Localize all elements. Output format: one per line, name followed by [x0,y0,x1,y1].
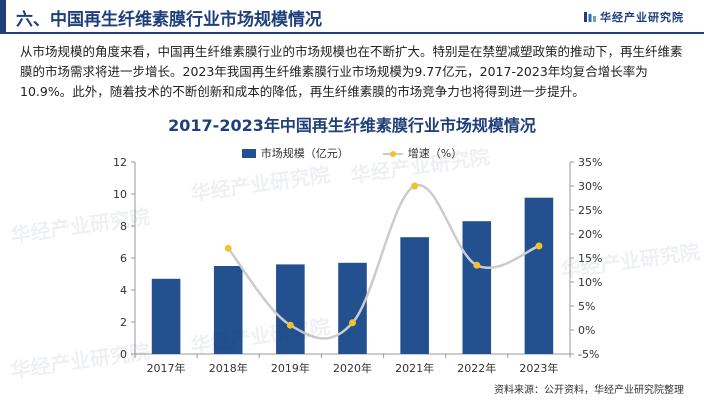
market-size-chart: 0 2 4 6 8 10 12 -5% 0% 5% 10% 15% 20% 25% 30% 35% 2017年 2… [113,156,602,375]
x-tick-label: 2019年 [271,361,310,375]
y-left-tick-label: 10 [113,188,127,201]
x-tick-label: 2023年 [519,361,558,375]
y-right-tick-label: 0% [578,324,595,337]
header-divider [0,32,704,34]
growth-rate-point [411,182,419,190]
x-tick-label: 2017年 [147,361,186,375]
brand-logo-icon [584,12,596,22]
growth-rate-point [286,321,294,329]
y-right-tick-label: 10% [578,276,602,289]
chart-legend: 市场规模（亿元） 增速（%） [0,145,704,161]
growth-rate-point [349,319,356,327]
growth-rate-point [473,261,481,269]
y-right-tick-label: 25% [578,204,602,217]
page-title: 六、中国再生纤维素膜行业市场规模情况 [16,10,322,30]
page-header: 六、中国再生纤维素膜行业市场规模情况 华经产业研究院 [0,0,704,34]
y-right-tick-label: 30% [578,180,602,193]
brand: 华经产业研究院 [584,9,684,25]
y-right-tick-label: 20% [578,228,602,241]
bar-market-size [524,197,554,354]
y-left-tick-label: 0 [120,348,127,361]
source-note: 资料来源：公开资料，华经产业研究院整理 [494,385,684,396]
y-right-tick-label: -5% [578,348,599,361]
x-tick-label: 2018年 [209,361,248,375]
y-right-tick-label: 5% [578,300,595,313]
intro-paragraph: 从市场规模的角度来看，中国再生纤维素膜行业的市场规模也在不断扩大。特别是在禁塑减… [20,44,683,99]
growth-rate-point [224,244,232,252]
x-tick-label: 2022年 [457,361,496,375]
y-left-tick-label: 12 [113,156,127,169]
bar-market-size [400,237,429,354]
bar-market-size [213,266,243,354]
brand-name: 华经产业研究院 [600,11,684,24]
bar-market-size [462,221,492,354]
legend-label-growth: 增速（%） [407,147,463,160]
y-left-tick-label: 2 [120,316,127,329]
bar-market-size [151,278,181,354]
x-tick-label: 2020年 [333,361,372,375]
chart-title: 2017-2023年中国再生纤维素膜行业市场规模情况 [168,116,536,135]
y-left-tick-label: 4 [120,284,127,297]
legend-bar-swatch [241,148,256,158]
y-right-tick-label: 15% [578,252,602,265]
legend-item-market-size: 市场规模（亿元） [241,145,349,161]
x-tick-label: 2021年 [395,361,434,375]
y-left-tick-label: 8 [120,220,127,233]
legend-label-market-size: 市场规模（亿元） [260,147,349,160]
legend-line-swatch [382,149,403,158]
header-accent-bar [0,0,6,34]
legend-item-growth: 增速（%） [382,145,463,161]
growth-rate-point [535,242,543,250]
y-right-tick-label: 35% [578,156,602,169]
growth-rate-line [227,183,540,340]
bar-market-size [276,264,305,354]
y-left-tick-label: 6 [120,252,127,265]
